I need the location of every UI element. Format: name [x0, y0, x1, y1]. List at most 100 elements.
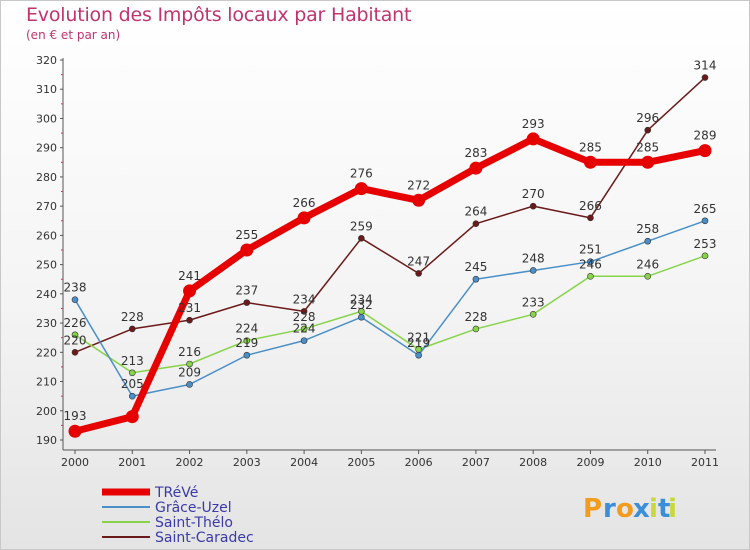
legend-label: TRéVé: [154, 485, 198, 501]
data-label: 226: [64, 316, 87, 330]
data-label: 228: [121, 310, 144, 324]
data-point: [128, 369, 136, 377]
x-tick-label: 2005: [347, 456, 375, 469]
series-line: [71, 135, 709, 435]
data-label: 205: [121, 377, 144, 391]
x-tick-label: 2003: [233, 456, 261, 469]
legend-item: Grâce-Uzel: [102, 500, 232, 516]
x-tick-label: 2008: [519, 456, 547, 469]
data-label: 296: [636, 111, 659, 125]
data-label: 193: [64, 409, 87, 423]
data-point: [128, 325, 136, 333]
logo-letter: o: [616, 494, 634, 524]
data-point: [300, 308, 308, 315]
data-label: 270: [522, 187, 545, 201]
data-label: 272: [407, 178, 430, 192]
legend-item: Saint-Caradec: [102, 530, 254, 546]
data-point: [587, 214, 594, 222]
series-saint-th-lo: [71, 252, 709, 377]
chart-subtitle: (en € et par an): [26, 28, 121, 42]
data-point: [526, 132, 540, 146]
series-tr-v-: [68, 132, 712, 438]
data-label: 246: [579, 257, 602, 271]
series-gr-ce-uzel: [71, 217, 709, 400]
data-point: [529, 202, 537, 210]
data-point: [71, 349, 79, 356]
data-point: [358, 235, 365, 242]
data-point: [300, 337, 308, 344]
y-tick-label: 280: [36, 171, 57, 184]
logo-letter: x: [633, 494, 650, 524]
data-point: [243, 337, 251, 344]
logo-letter: P: [583, 494, 602, 524]
data-label: 237: [235, 284, 258, 298]
y-tick-label: 190: [36, 434, 57, 447]
y-tick-label: 200: [36, 405, 57, 418]
data-label: 276: [350, 167, 373, 181]
data-label: 264: [464, 205, 487, 219]
data-label: 247: [407, 254, 430, 268]
x-tick-label: 2000: [61, 456, 89, 469]
y-tick-label: 240: [36, 288, 57, 301]
x-tick-label: 2011: [691, 456, 719, 469]
data-point: [529, 311, 537, 318]
y-tick-label: 320: [36, 54, 57, 67]
data-label: 228: [464, 310, 487, 324]
data-point: [472, 275, 480, 283]
data-point: [128, 392, 136, 400]
data-point: [587, 258, 594, 265]
y-tick-label: 290: [36, 142, 57, 155]
data-point: [71, 296, 79, 303]
chart-axes: 190 200 210 220 230 240 250 260 270 280 290 300 310 3…: [36, 54, 719, 469]
data-point: [354, 182, 368, 196]
data-point: [240, 243, 254, 257]
x-tick-label: 2004: [290, 456, 318, 469]
data-point: [415, 270, 422, 277]
data-label: 238: [64, 281, 87, 295]
data-label: 266: [579, 199, 602, 213]
data-label: 219: [235, 336, 258, 350]
x-tick-label: 2006: [405, 456, 433, 469]
data-point: [300, 325, 308, 333]
data-point: [412, 193, 426, 207]
series-line: [74, 255, 706, 374]
data-label: 245: [464, 260, 487, 274]
logo-letter: t: [658, 494, 670, 524]
y-tick-label: 300: [36, 112, 57, 125]
y-tick-label: 220: [36, 346, 57, 359]
y-tick-label: 250: [36, 259, 57, 272]
data-label: 209: [178, 365, 201, 379]
data-label: 216: [178, 345, 201, 359]
data-point: [71, 331, 79, 339]
data-label: 234: [350, 292, 373, 306]
chart-series: [68, 74, 712, 438]
logo-letter: i: [649, 494, 658, 524]
data-point: [644, 237, 652, 245]
data-point: [68, 424, 82, 438]
data-label: 314: [694, 59, 717, 73]
data-point: [183, 284, 197, 298]
data-label: 253: [694, 237, 717, 251]
x-tick-label: 2009: [576, 456, 604, 469]
legend-label: Grâce-Uzel: [155, 500, 232, 516]
data-point: [529, 267, 537, 274]
chart-title: Evolution des Impôts locaux par Habitant: [26, 4, 412, 26]
data-label: 259: [350, 219, 373, 233]
data-point: [583, 155, 597, 169]
series-line: [74, 76, 706, 354]
legend-item: TRéVé: [102, 485, 198, 501]
data-point: [415, 351, 422, 359]
data-label: 219: [407, 336, 430, 350]
data-point: [644, 126, 652, 134]
data-point: [243, 351, 251, 359]
data-point: [701, 217, 709, 225]
data-labels: 220 228 231 237 234 259 247 264 270 266 296 314 226 2…: [64, 59, 717, 424]
x-tick-label: 2007: [462, 456, 490, 469]
data-label: 213: [121, 354, 144, 368]
data-point: [186, 360, 193, 368]
data-point: [469, 161, 483, 175]
logo-letter: i: [668, 494, 677, 524]
data-label: 246: [636, 257, 659, 271]
